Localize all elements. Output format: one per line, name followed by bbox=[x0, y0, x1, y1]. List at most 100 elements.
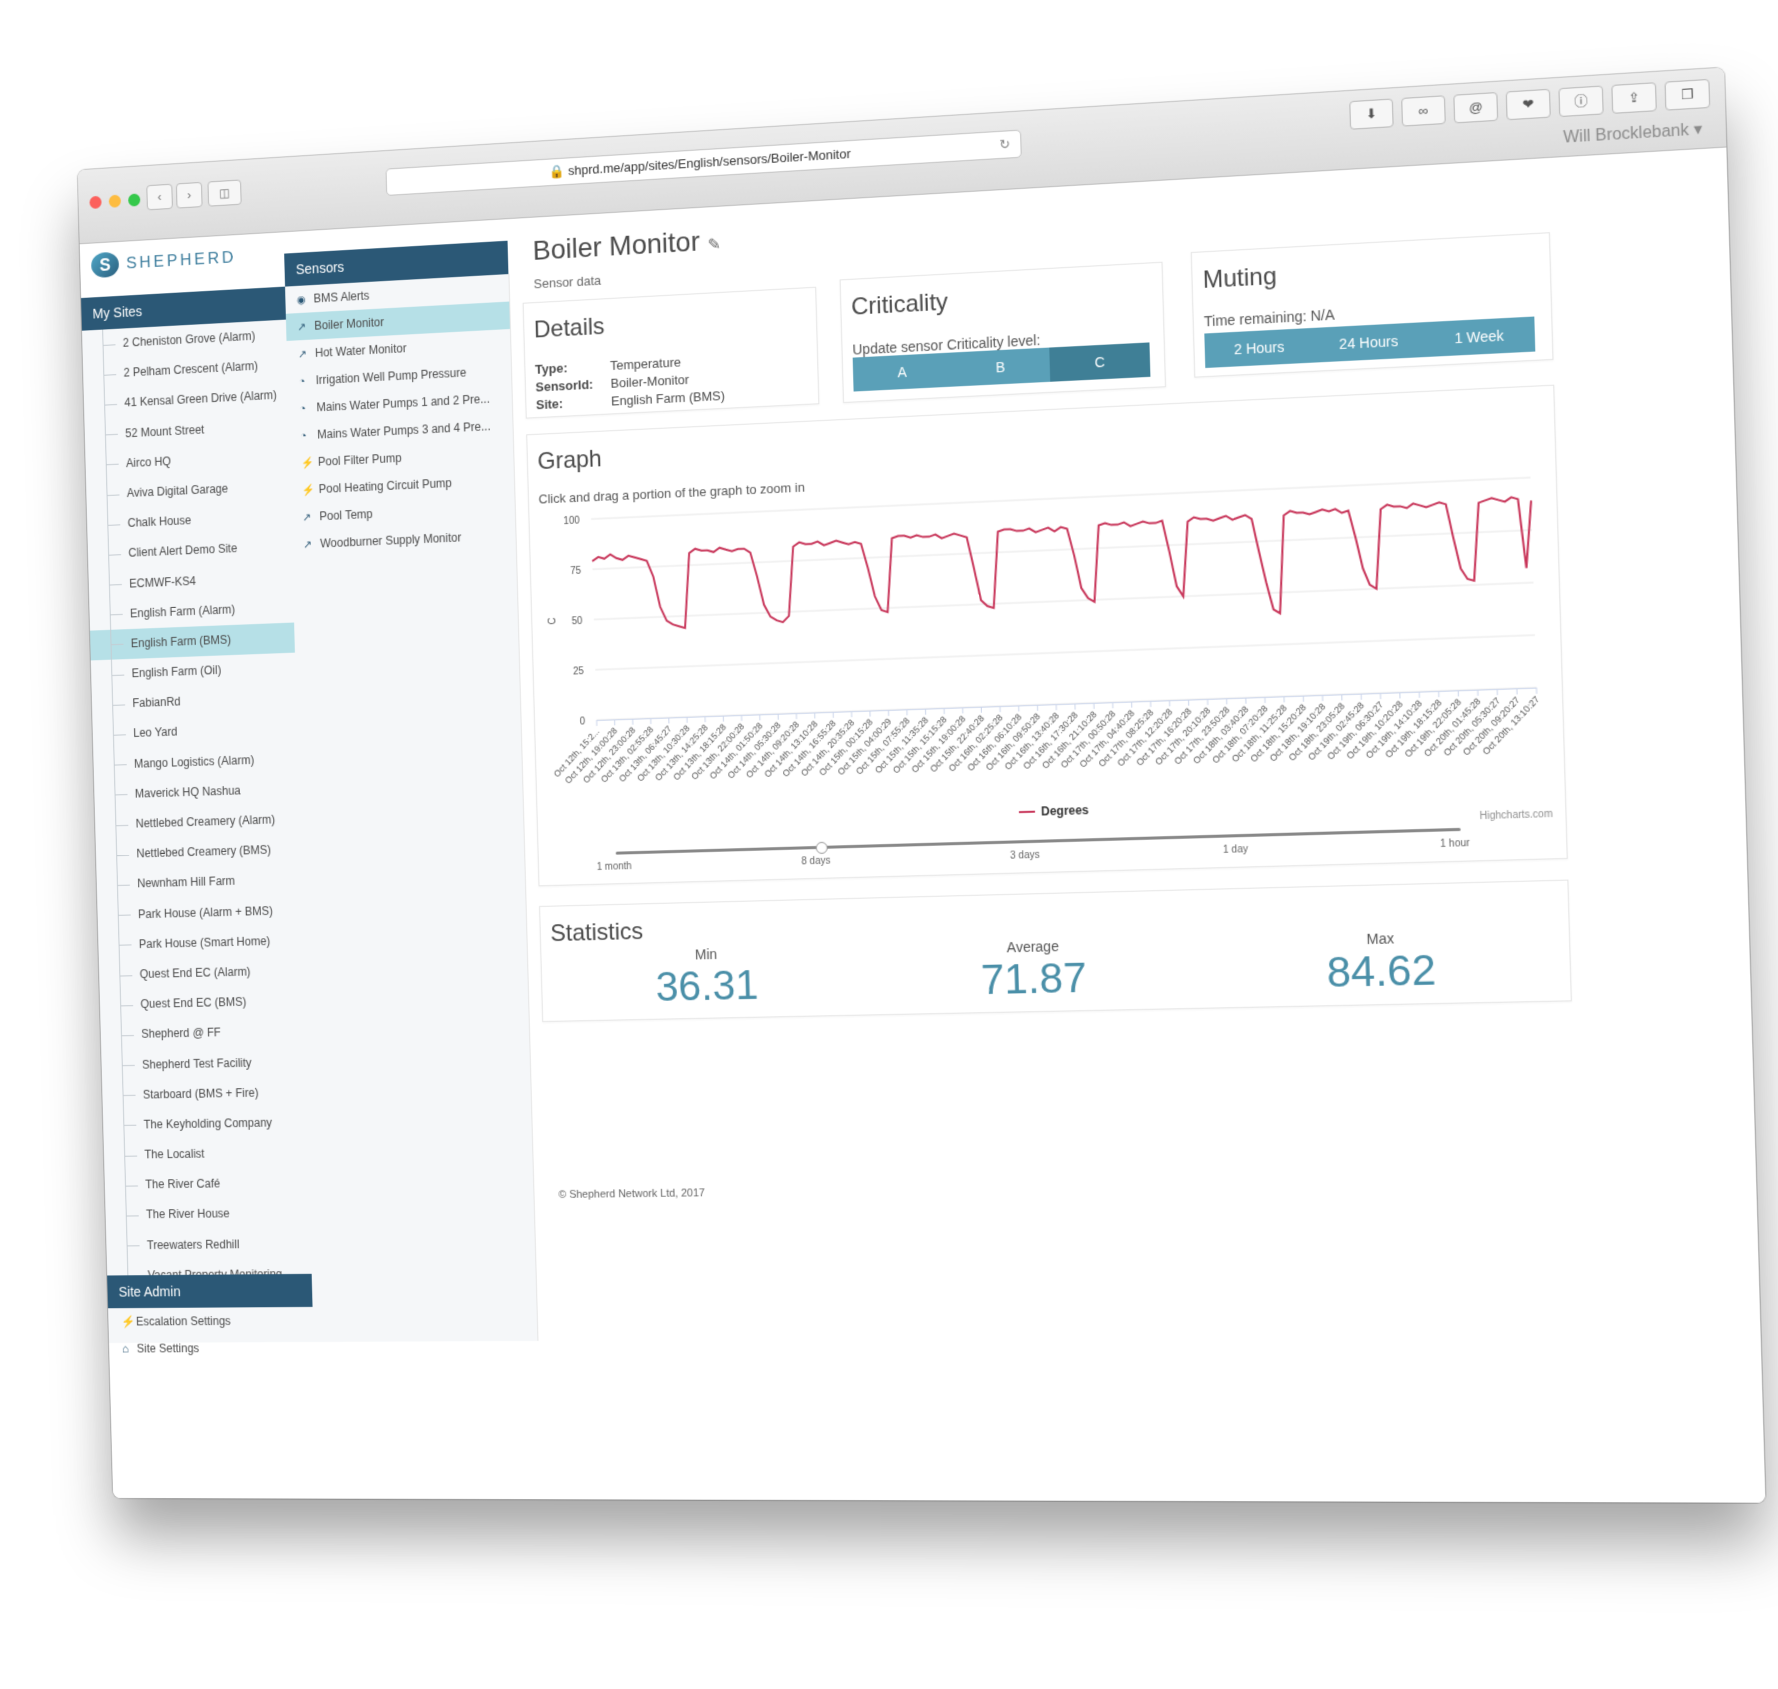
y-tick-label: 50 bbox=[571, 616, 582, 627]
stat-min: Min 36.31 bbox=[647, 945, 766, 1011]
site-item[interactable]: The River House bbox=[105, 1198, 310, 1230]
statistics-card: Statistics Min 36.31 Average 71.87 Max 8… bbox=[539, 879, 1572, 1023]
mute-1-week-button[interactable]: 1 Week bbox=[1423, 316, 1536, 358]
range-label[interactable]: 3 days bbox=[1009, 849, 1040, 862]
criticality-a-button[interactable]: A bbox=[852, 352, 952, 392]
range-label[interactable]: 1 day bbox=[1222, 844, 1249, 856]
caret-down-icon: ▾ bbox=[1693, 120, 1703, 140]
site-item[interactable]: Shepherd Test Facility bbox=[101, 1047, 306, 1081]
chevron-left-icon: ‹ bbox=[157, 189, 162, 204]
sensor-item-label: Pool Temp bbox=[319, 507, 373, 524]
site-item[interactable]: Shepherd @ FF bbox=[100, 1016, 305, 1050]
y-tick-label: 25 bbox=[573, 666, 584, 677]
y-tick-label: 100 bbox=[563, 516, 580, 528]
criticality-b-button[interactable]: B bbox=[950, 347, 1051, 387]
admin-item-label: Site Settings bbox=[136, 1341, 200, 1356]
back-button[interactable]: ‹ bbox=[146, 183, 173, 211]
page-title: Boiler Monitor ✎ bbox=[532, 224, 721, 266]
stat-average-value: 71.87 bbox=[980, 953, 1088, 1004]
forward-button[interactable]: › bbox=[175, 181, 203, 209]
tabs-button[interactable]: ❐ bbox=[1664, 78, 1711, 111]
gauge-icon: ◔ bbox=[298, 375, 306, 388]
site-item[interactable]: Quest End EC (Alarm) bbox=[99, 956, 304, 991]
details-type-value: Temperature bbox=[609, 354, 682, 374]
range-handle[interactable] bbox=[815, 841, 828, 855]
legend-label[interactable]: Degrees bbox=[1041, 803, 1089, 819]
site-item[interactable]: The River Café bbox=[104, 1168, 309, 1201]
user-menu[interactable]: Will Brocklebank ▾ bbox=[1563, 119, 1703, 148]
details-heading: Details bbox=[533, 313, 605, 344]
swirl-button[interactable]: @ bbox=[1453, 92, 1499, 124]
pocket-icon: ❤ bbox=[1522, 95, 1535, 113]
site-item[interactable]: The Keyholding Company bbox=[103, 1107, 308, 1140]
range-label[interactable]: 1 month bbox=[596, 861, 632, 873]
site-item[interactable]: Treewaters Redhill bbox=[106, 1229, 311, 1261]
details-site-value: English Farm (BMS) bbox=[610, 388, 726, 409]
alert-circle-icon: ◉ bbox=[296, 294, 306, 307]
series-line-degrees[interactable] bbox=[592, 496, 1534, 639]
range-label[interactable]: 1 hour bbox=[1439, 837, 1470, 851]
criticality-c-button[interactable]: C bbox=[1049, 342, 1151, 382]
bolt-icon: ⚡ bbox=[300, 457, 315, 470]
swirl-icon: @ bbox=[1468, 99, 1483, 116]
url-text: shprd.me/app/sites/English/sensors/Boile… bbox=[567, 146, 851, 179]
sensor-item-label: Mains Water Pumps 1 and 2 Pre... bbox=[316, 391, 490, 415]
logo[interactable]: S SHEPHERD bbox=[90, 245, 236, 279]
admin-item[interactable]: ⚡Escalation Settings bbox=[108, 1307, 313, 1335]
graph-heading: Graph bbox=[537, 445, 603, 476]
page-title-text: Boiler Monitor bbox=[532, 225, 701, 266]
muting-heading: Muting bbox=[1202, 262, 1278, 294]
infinity-button[interactable]: ∞ bbox=[1401, 95, 1446, 127]
page-subtitle: Sensor data bbox=[533, 272, 602, 292]
y-tick-label: 75 bbox=[570, 566, 581, 577]
main-content: Boiler Monitor ✎ Sensor data Details Type… bbox=[520, 148, 1765, 1503]
close-window-button[interactable] bbox=[89, 195, 102, 209]
mute-2-hours-button[interactable]: 2 Hours bbox=[1204, 327, 1315, 369]
pencil-icon[interactable]: ✎ bbox=[707, 236, 721, 254]
admin-item[interactable]: ⌂ Site Settings bbox=[109, 1334, 314, 1362]
mute-24-hours-button[interactable]: 24 Hours bbox=[1313, 322, 1425, 363]
graph-card: Graph Click and drag a portion of the gr… bbox=[526, 384, 1568, 887]
bank-icon: ⌂ bbox=[121, 1341, 129, 1356]
site-item[interactable]: Park House (Smart Home) bbox=[98, 925, 303, 960]
sidebar-icon: ◫ bbox=[219, 185, 231, 201]
highcharts-credit[interactable]: Highcharts.com bbox=[1479, 808, 1553, 823]
maximize-window-button[interactable] bbox=[128, 193, 141, 207]
info-button[interactable]: ⓘ bbox=[1558, 85, 1604, 118]
stat-min-value: 36.31 bbox=[655, 961, 759, 1010]
site-admin-header: Site Admin bbox=[107, 1273, 313, 1309]
download-button[interactable]: ⬇ bbox=[1349, 98, 1394, 130]
sensor-item-label: Pool Heating Circuit Pump bbox=[318, 476, 452, 496]
toggle-sidebar-button[interactable]: ◫ bbox=[207, 179, 242, 207]
bolt-icon: ⚡ bbox=[301, 484, 315, 497]
range-label[interactable]: 8 days bbox=[801, 855, 831, 868]
share-button[interactable]: ⇪ bbox=[1611, 82, 1657, 114]
statistics-heading: Statistics bbox=[550, 918, 644, 948]
details-card: Details Type: Temperature SensorId: Boiler… bbox=[522, 286, 820, 419]
details-id-key: SensorId: bbox=[535, 376, 594, 395]
chart-line-icon: ↗ bbox=[303, 539, 313, 552]
share-icon: ⇪ bbox=[1628, 89, 1641, 106]
sensor-item-label: Woodburner Supply Monitor bbox=[319, 530, 462, 551]
muting-remaining: Time remaining: N/A bbox=[1203, 306, 1335, 330]
site-item[interactable]: The Localist bbox=[104, 1138, 309, 1171]
reload-icon[interactable]: ↻ bbox=[999, 136, 1011, 152]
chevron-right-icon: › bbox=[187, 187, 192, 203]
pocket-button[interactable]: ❤ bbox=[1505, 88, 1551, 121]
minimize-window-button[interactable] bbox=[108, 194, 122, 208]
sensor-item-label: BMS Alerts bbox=[313, 288, 370, 306]
criticality-heading: Criticality bbox=[850, 288, 949, 321]
details-id-value: Boiler-Monitor bbox=[610, 371, 690, 391]
muting-card: Muting Time remaining: N/A 2 Hours 24 Hou… bbox=[1190, 232, 1554, 378]
details-site-key: Site: bbox=[535, 396, 564, 413]
user-name: Will Brocklebank bbox=[1563, 121, 1690, 147]
shepherd-logo-icon: S bbox=[90, 251, 120, 279]
address-bar[interactable]: 🔒 shprd.me/app/sites/English/sensors/Boi… bbox=[385, 129, 1022, 196]
details-type-key: Type: bbox=[534, 360, 568, 377]
infinity-icon: ∞ bbox=[1418, 102, 1429, 119]
y-gridline bbox=[594, 583, 1534, 620]
sensor-list: ◉ BMS Alerts ↗ Boiler Monitor ↗ Hot Water Mon… bbox=[285, 274, 539, 1342]
site-item[interactable]: Quest End EC (BMS) bbox=[100, 986, 305, 1021]
site-item[interactable]: Starboard (BMS + Fire) bbox=[102, 1077, 307, 1111]
